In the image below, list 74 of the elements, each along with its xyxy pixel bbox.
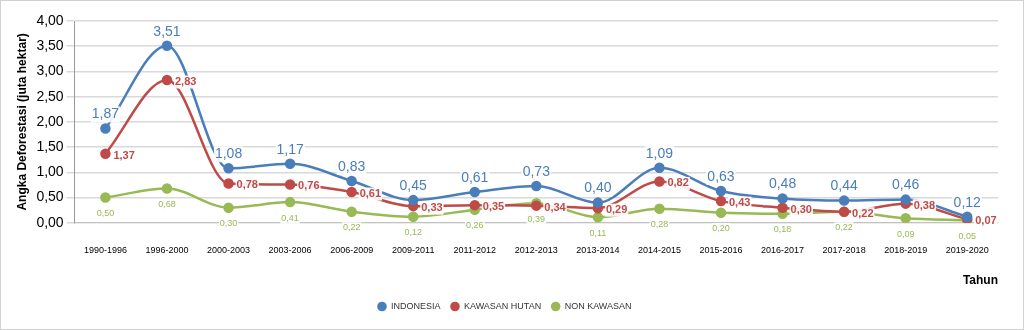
x-tick-label: 2017-2018 [822,244,866,255]
x-tick-label: 2014-2015 [637,244,681,255]
data-label: 0,48 [768,175,797,192]
data-label: 0,29 [605,203,628,216]
data-label: 0,40 [584,179,612,196]
y-tick-label: 1,00 [36,163,64,180]
data-label: 0,18 [773,224,792,235]
data-label: 0,82 [667,176,689,189]
data-label: 0,26 [466,220,484,231]
x-tick-label: 2009-2011 [392,244,435,255]
data-label: 0,11 [589,227,607,238]
data-label: 0,33 [421,201,443,214]
data-label: 0,12 [404,227,422,238]
data-label: 0,45 [399,176,428,193]
data-label: 1,09 [645,144,674,161]
data-label: 0,73 [522,162,551,179]
y-tick-label: 2,00 [36,112,64,129]
x-tick-label: 2011-2012 [453,244,496,255]
data-label: 0,30 [219,218,238,229]
data-label: 0,38 [913,198,936,211]
y-tick-label: 4,00 [36,11,64,28]
data-label: 0,12 [953,193,982,210]
data-label: 0,34 [544,200,567,213]
data-label: 3,51 [153,22,181,39]
data-label: 0,20 [712,223,730,234]
legend-label: NON KAWASAN [564,300,632,311]
data-label: 0,78 [236,178,258,191]
data-label: 0,05 [958,230,976,241]
y-tick-label: 2,50 [36,87,64,104]
x-tick-label: 2006-2009 [330,244,374,255]
x-tick-label: 2012-2013 [514,244,558,255]
y-tick-label: 3,50 [36,37,64,54]
data-label: 0,43 [728,196,751,209]
x-tick-label: 2003-2006 [268,244,312,255]
x-axis-title: Tahun [962,273,998,288]
data-label: 0,35 [482,200,505,213]
data-label: 0,44 [830,177,858,194]
x-tick-label: 1996-2000 [145,244,189,255]
data-label: 0,61 [461,168,489,185]
legend-label: KAWASAN HUTAN [464,300,542,311]
data-label: 0,61 [359,187,382,200]
data-label: 0,63 [707,167,735,184]
x-tick-label: 2015-2016 [699,244,743,255]
y-tick-label: 3,00 [36,62,64,79]
y-axis-title: Angka Deforestasi (juta hektar) [14,33,29,211]
data-label: 0,76 [298,179,320,192]
x-tick-label: 2019-2020 [945,244,989,255]
data-label: 1,37 [113,148,135,161]
data-label: 0,22 [852,206,874,219]
data-label: 2,83 [174,75,197,88]
data-label: 1,87 [91,105,120,122]
data-label: 1,08 [214,145,243,162]
data-label: 0,22 [342,222,361,233]
x-tick-label: 2000-2003 [207,244,251,255]
x-tick-label: 2018-2019 [884,244,928,255]
data-label: 0,41 [281,212,299,223]
x-tick-label: 2013-2014 [576,244,620,255]
legend-label: INDONESIA [390,300,441,311]
data-label: 0,46 [892,176,920,193]
data-label: 0,09 [896,228,915,239]
data-label: 0,68 [158,198,176,209]
data-label: 1,17 [276,140,304,157]
y-tick-label: 0,00 [36,213,64,230]
data-label: 0,50 [96,208,115,219]
data-label: 0,39 [527,213,546,224]
data-label: 0,22 [835,222,853,233]
data-label: 0,30 [790,202,812,215]
y-tick-label: 1,50 [36,137,64,154]
data-label: 0,83 [338,157,366,174]
data-label: 0,28 [650,219,669,230]
y-tick-label: 0,50 [36,188,64,205]
x-tick-label: 2016-2017 [761,244,805,255]
x-tick-label: 1990-1996 [83,244,127,255]
data-label: 0,07 [975,214,997,227]
